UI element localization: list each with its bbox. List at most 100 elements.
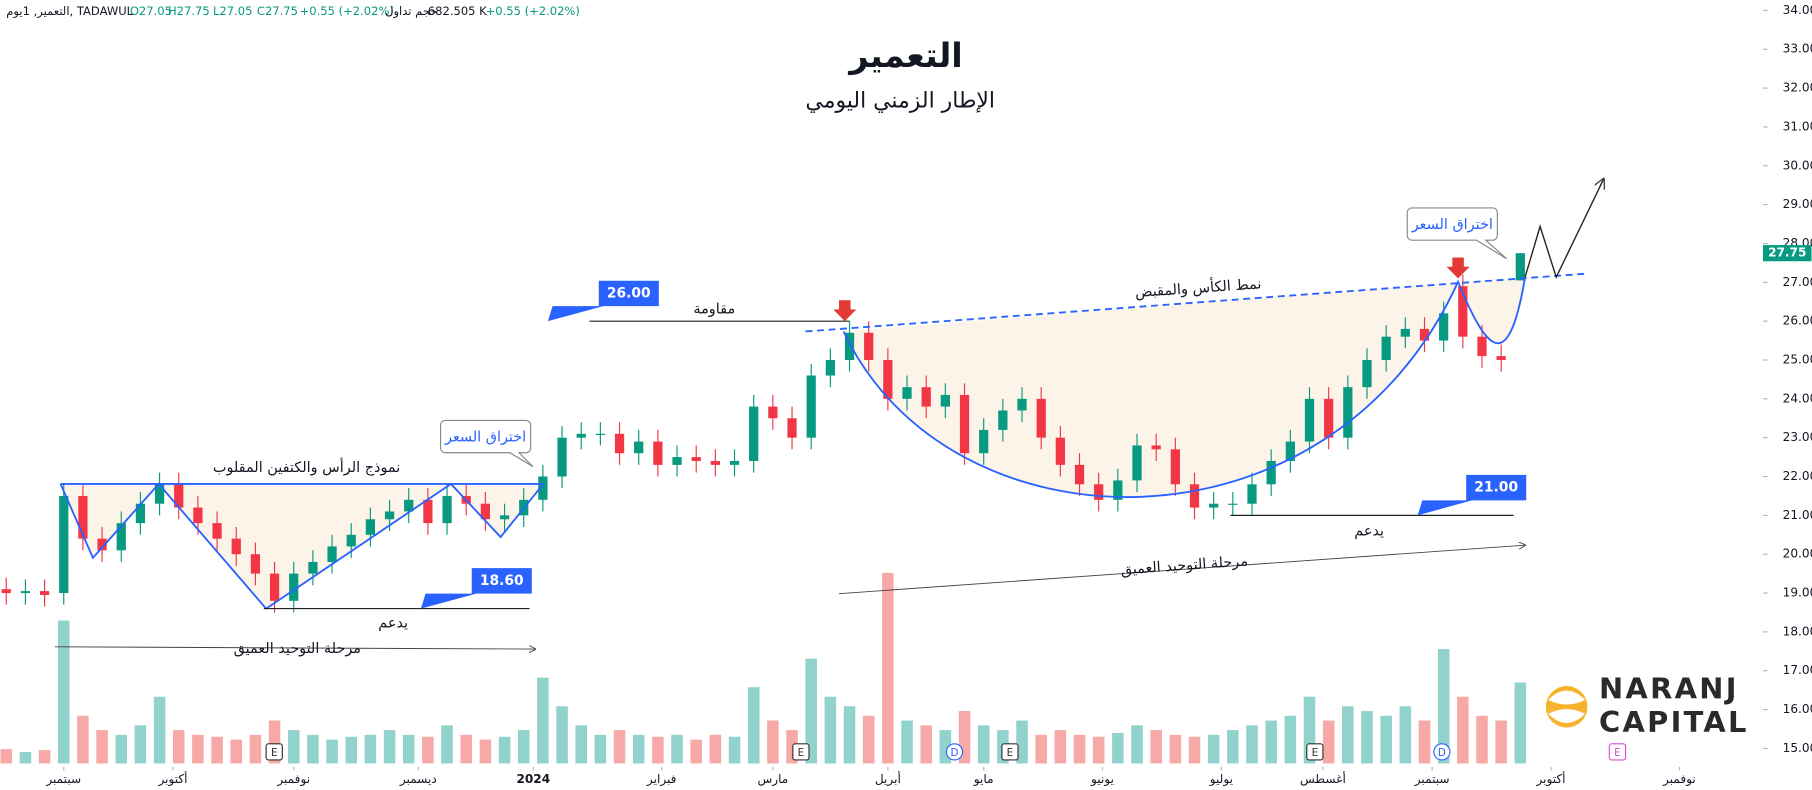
candle-body	[384, 511, 395, 520]
volume-bar	[1495, 720, 1507, 764]
volume-bar	[786, 730, 798, 764]
volume-bar	[977, 725, 990, 764]
volume-bar	[211, 736, 223, 764]
y-tick-label: 32.00	[1783, 81, 1812, 95]
volume-bar	[1150, 730, 1162, 764]
volume-bar	[901, 720, 913, 764]
candle-body	[327, 546, 337, 562]
candle-body	[1189, 484, 1200, 508]
annotation: يدعم	[1354, 523, 1384, 539]
volume-bar	[613, 730, 626, 764]
cup-curve	[842, 277, 1526, 498]
y-tick-label: 24.00	[1783, 391, 1812, 405]
candle-body	[1017, 398, 1027, 411]
event-label: E	[1007, 747, 1014, 759]
volume-bar	[882, 572, 894, 764]
candle-body	[1151, 445, 1161, 450]
volume-bar	[1380, 715, 1392, 764]
candle-body	[135, 503, 146, 524]
candle-body	[1055, 437, 1065, 465]
logo-text: CAPITAL	[1599, 705, 1749, 739]
volume-bar	[268, 720, 281, 764]
cup-fill	[843, 277, 1526, 498]
ohlc: C27.75	[257, 4, 298, 18]
level-label: 18.60	[480, 573, 524, 589]
level-tag	[547, 280, 659, 322]
logo-icon	[1545, 686, 1588, 728]
callout	[439, 419, 534, 468]
candle-body	[691, 457, 701, 461]
candle-body	[595, 433, 606, 435]
volume-bar	[96, 730, 108, 764]
volume-bar	[77, 715, 89, 764]
volume-bar	[747, 687, 760, 764]
candle-body	[1285, 441, 1295, 461]
x-tick-label: سبتمبر	[1414, 772, 1450, 787]
candle-body	[1515, 253, 1525, 281]
volume-bar	[192, 734, 204, 764]
candle-body	[576, 433, 586, 438]
volume-bar	[153, 696, 166, 764]
candle-body	[1209, 503, 1219, 508]
candle-body	[1419, 328, 1430, 341]
candle-body	[557, 437, 567, 477]
volume: 682.505 K	[428, 4, 487, 18]
last-price-label: 27.75	[1768, 246, 1806, 260]
candle-body	[979, 429, 989, 454]
volume-bar	[1437, 649, 1450, 764]
candle-body	[672, 457, 682, 465]
volume-bar	[939, 730, 952, 764]
volume-bar	[1514, 682, 1527, 764]
candle-body	[921, 387, 931, 407]
y-tick-label: 30.00	[1783, 158, 1812, 172]
candle-body	[1477, 336, 1487, 357]
volume-bar	[1361, 711, 1373, 764]
volume-label: حجم تداول	[385, 4, 437, 19]
trend-line	[805, 272, 1586, 333]
candle-body	[1496, 356, 1506, 360]
volume-bar	[709, 734, 722, 764]
level-tag	[1417, 474, 1527, 516]
pattern-fill	[60, 483, 544, 609]
volume-bar	[287, 730, 300, 764]
candle-body	[825, 359, 835, 376]
logo-text: NARANJ	[1599, 672, 1739, 706]
candle-body	[212, 523, 222, 539]
y-tick-label: 34.00	[1783, 3, 1812, 17]
volume-bar	[1188, 736, 1201, 764]
candle-body	[1343, 387, 1353, 438]
candle-body	[1400, 328, 1410, 337]
y-tick-label: 19.00	[1783, 586, 1812, 600]
volume-bar	[249, 734, 262, 764]
volume-bar	[517, 730, 530, 764]
candle-body	[806, 375, 816, 438]
volume-bar	[1035, 734, 1047, 764]
candle-body	[154, 484, 165, 504]
y-tick-label: 25.00	[1783, 352, 1812, 366]
candle-body	[940, 394, 950, 407]
candle-body	[1, 589, 11, 594]
candle-body	[59, 495, 69, 594]
arrow-down	[1446, 257, 1470, 279]
candle-body	[78, 495, 88, 539]
candle-body	[653, 441, 663, 465]
volume-bar	[172, 730, 185, 764]
candle-body	[116, 523, 126, 551]
volume-bar	[383, 730, 396, 764]
volume-bar	[575, 725, 587, 764]
annotation: اختراق السعر	[1411, 217, 1493, 233]
event-marker	[1433, 743, 1451, 761]
x-tick-label: مايو	[973, 772, 994, 787]
volume-bar	[652, 736, 664, 764]
candle-body	[231, 538, 241, 555]
volume-bar	[824, 696, 837, 764]
volume-bar	[1227, 730, 1239, 764]
volume-bar	[1476, 715, 1488, 764]
candle-body	[289, 573, 299, 601]
volume-bar	[422, 736, 434, 764]
volume-bar	[767, 720, 779, 764]
event-marker	[1001, 743, 1019, 761]
candle-body	[902, 387, 912, 399]
candle-body	[1132, 445, 1142, 481]
